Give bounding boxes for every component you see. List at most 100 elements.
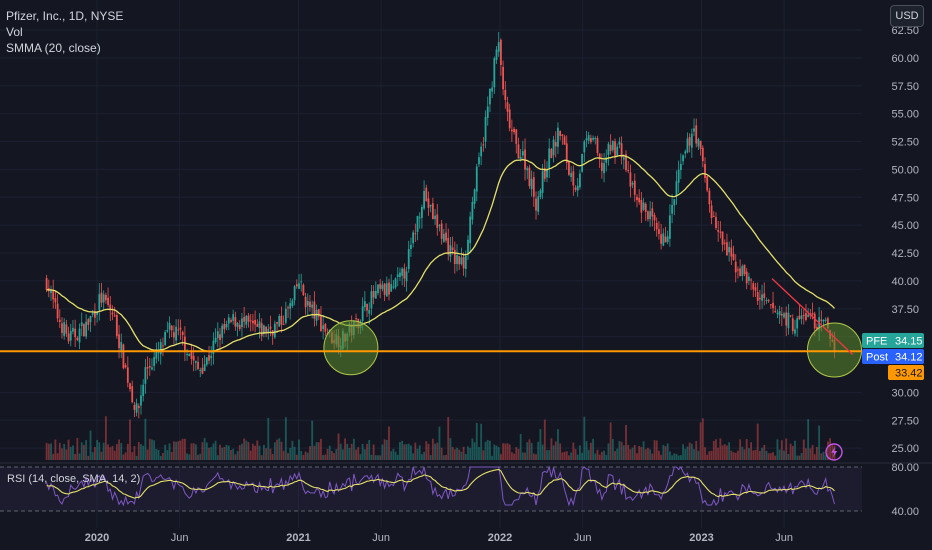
volume-bar [293,446,296,460]
volume-bar [668,451,671,460]
volume-bar [188,454,191,460]
candle-body [655,222,658,230]
candle-body [649,211,652,220]
volume-bar [508,444,511,460]
candle-body [647,211,649,220]
candle-body [94,311,96,318]
candle-body [203,364,206,372]
highlight-circle[interactable] [806,322,862,378]
volume-bar [745,439,748,460]
candle-body [219,334,221,340]
time-tick-label: 2020 [85,532,109,544]
volume-bar [155,448,158,460]
candle-body [572,171,575,186]
volume-bar [811,445,814,460]
candle-body [589,137,592,143]
volume-bar [179,440,182,460]
symbol-title[interactable]: Pfizer, Inc., 1D, NYSE [6,9,124,23]
highlight-circle[interactable] [323,320,379,376]
volume-bar [78,453,81,460]
candle-body [743,264,746,275]
volume-bar [74,454,77,460]
volume-bar [482,450,485,460]
volume-bar [559,443,562,460]
candle-body [179,327,182,330]
volume-bar [541,444,544,460]
volume-bar [671,455,673,460]
candle-body [276,322,278,324]
candle-body [401,268,404,276]
volume-bar [194,444,197,460]
volume-bar [309,446,311,460]
volume-bar [449,438,452,460]
candle-body [510,129,513,132]
candle-body [69,330,72,341]
volume-bar [581,452,584,460]
volume-bar [289,447,292,460]
volume-bar [126,443,129,460]
volume-bar [337,433,340,460]
volume-bar [313,445,316,460]
candle-body [201,367,204,374]
candle-body [811,313,814,315]
candle-body [526,168,529,171]
candle-body [767,300,770,302]
volume-bar [460,451,463,460]
volume-bar [302,454,305,460]
volume-bar [717,447,720,460]
volume-bar [113,450,116,460]
candle-body [609,145,612,151]
currency-button[interactable]: USD [890,5,924,27]
candle-body [361,306,364,322]
volume-bar [284,417,287,460]
volume-bar [183,438,186,460]
volume-bar [383,439,386,460]
candle-body [629,172,632,187]
volume-bar [168,443,171,460]
candle-body [721,231,724,245]
volume-bar [794,440,796,460]
volume-bar [331,451,333,460]
highlight-circles[interactable] [323,320,862,378]
volume-bar [135,455,138,460]
price-axis[interactable]: 62.50 60.00 57.50 55.00 52.50 50.00 47.50 45.00… [891,25,919,455]
candle-body [559,131,562,136]
candle-body [186,354,188,356]
volume-bar [772,452,774,460]
volume-bar [372,444,375,460]
candle-body [162,345,164,347]
volume-bar [335,448,338,460]
volume-bar [798,455,801,460]
candle-body [311,304,314,308]
lightning-icon[interactable] [825,443,843,461]
candle-body [699,140,702,149]
volume-bar [486,439,489,460]
candle-body [462,256,465,269]
candle-body [583,141,586,153]
volume-bar [234,454,237,460]
price-tick-label: 50.00 [891,164,919,176]
vol-legend[interactable]: Vol [6,25,23,39]
candle-body [177,329,180,331]
volume-bar [526,442,529,460]
candle-body [695,125,698,144]
volume-bar [653,440,656,460]
rsi-tick-label: 80.00 [891,462,919,474]
trendline[interactable] [771,278,854,355]
candle-body [684,151,687,154]
volume-bar [820,453,823,460]
volume-bar [822,451,825,460]
candle-body [427,198,430,208]
volume-bar [355,449,357,460]
candle-body [820,319,823,322]
candle-body [355,318,357,320]
candle-body [208,355,210,361]
volume-bar [756,423,759,460]
candle-body [664,236,667,243]
volume-bar [401,440,404,460]
smma-legend[interactable]: SMMA (20, close) [6,41,101,55]
time-axis[interactable]: 2020 Jun 2021 Jun 2022 Jun 2023 Jun [85,532,793,544]
volume-bar [418,445,421,460]
candle-body [745,271,748,284]
